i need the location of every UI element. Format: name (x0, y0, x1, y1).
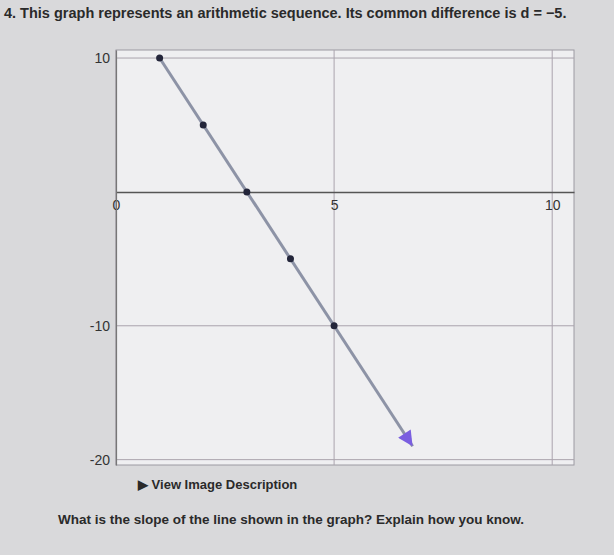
line (160, 58, 413, 446)
point (156, 55, 163, 62)
grid-line (552, 50, 553, 465)
grid-line (116, 459, 574, 460)
marks (156, 55, 412, 447)
x-tick: 10 (545, 192, 561, 213)
y-tick: -20 (90, 452, 116, 468)
point (331, 322, 338, 329)
point (287, 255, 294, 262)
x-axis-line (117, 192, 575, 194)
y-tick-label: -20 (90, 452, 110, 468)
grid-line (116, 50, 117, 465)
y-tick-label: 10 (94, 50, 110, 66)
question: What is the slope of the line shown in t… (58, 512, 524, 527)
x-tick-label: 10 (545, 197, 561, 213)
chart: 4. This graph represents an arithmetic s… (0, 0, 614, 555)
x-axis: 0510 (113, 192, 575, 213)
x-tick-label: 5 (331, 197, 339, 213)
y-axis-line (116, 51, 117, 466)
view-description[interactable]: ▶ View Image Description (137, 477, 297, 492)
y-tick: -10 (90, 318, 116, 334)
title: 4. This graph represents an arithmetic s… (4, 5, 566, 21)
x-tick: 5 (331, 192, 339, 213)
point (200, 121, 207, 128)
grid-line (334, 50, 335, 465)
grid-line (116, 325, 574, 326)
y-tick-label: -10 (90, 318, 110, 334)
y-axis: -20 -10 10 (90, 50, 117, 468)
point (243, 188, 250, 195)
grid (116, 50, 574, 465)
y-tick: 10 (94, 50, 116, 66)
plot-frame (116, 50, 574, 465)
grid-line (116, 58, 574, 59)
